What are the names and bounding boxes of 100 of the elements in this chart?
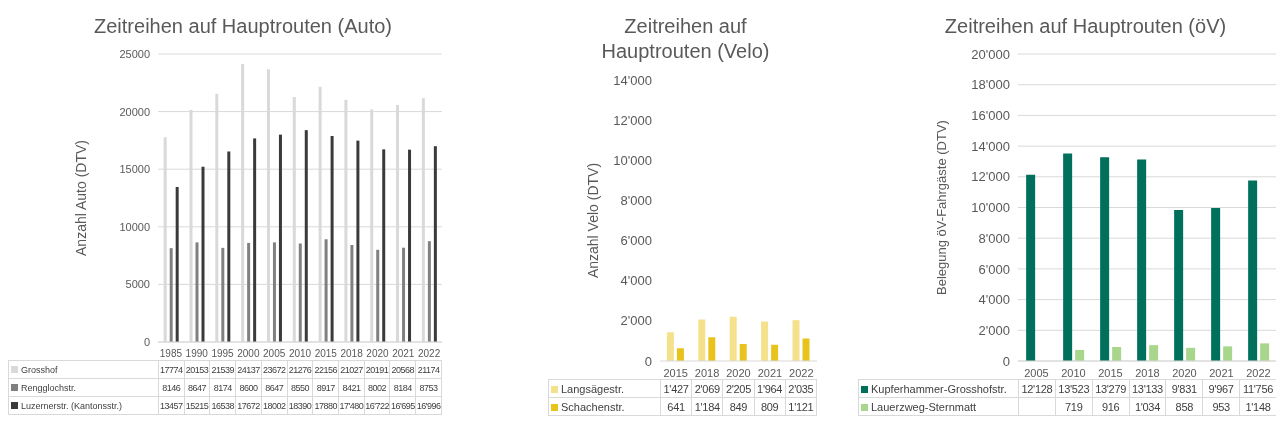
bar bbox=[408, 149, 412, 342]
bar bbox=[1112, 346, 1122, 361]
y-tick-label: 0 bbox=[1002, 353, 1010, 369]
x-tick-label: 2015 bbox=[314, 348, 338, 360]
data-label: 16'695 bbox=[389, 396, 416, 415]
data-label: 20191 bbox=[364, 360, 390, 379]
x-tick-label: 1990 bbox=[185, 348, 209, 360]
legend-label: Schachenstr. bbox=[548, 397, 661, 416]
bar bbox=[1211, 208, 1221, 361]
y-tick-label: 16'000 bbox=[971, 108, 1010, 124]
bar bbox=[253, 138, 257, 342]
x-tick-label: 2022 bbox=[1246, 366, 1271, 379]
data-label: 18002 bbox=[261, 396, 288, 415]
data-label: 11'756 bbox=[1239, 379, 1276, 398]
data-label: 8002 bbox=[364, 378, 390, 397]
data-label: 16'996 bbox=[415, 396, 442, 415]
data-label: 9'967 bbox=[1202, 379, 1240, 398]
bar bbox=[792, 320, 800, 361]
bar bbox=[1260, 343, 1270, 361]
x-tick-label: 1995 bbox=[211, 348, 235, 360]
y-tick-label: 8'000 bbox=[978, 230, 1010, 246]
x-tick-label: 2018 bbox=[694, 366, 720, 379]
data-label: 23672 bbox=[261, 360, 288, 379]
x-tick-label: 1985 bbox=[159, 348, 183, 360]
bar bbox=[324, 239, 328, 342]
legend-label: Lauerzweg-Sternmatt bbox=[858, 397, 1019, 416]
data-label: 13'133 bbox=[1129, 379, 1166, 398]
x-tick-label: 2005 bbox=[263, 348, 286, 360]
data-label: 858 bbox=[1165, 397, 1203, 416]
data-label: 8647 bbox=[184, 378, 210, 397]
x-tick-label: 2000 bbox=[237, 348, 260, 360]
bar bbox=[304, 130, 308, 342]
data-label: 16538 bbox=[209, 396, 236, 415]
data-label: 21539 bbox=[209, 360, 236, 379]
legend-label: Luzernerstr. (Kantonsstr.) bbox=[8, 396, 159, 415]
bar bbox=[350, 244, 354, 342]
data-label: 17672 bbox=[235, 396, 262, 415]
chart-title: Zeitreihen auf Hauptrouten (öV) bbox=[943, 13, 1227, 39]
y-axis-title: Belegung öV-Fahrgäste (DTV) bbox=[934, 120, 949, 295]
data-label: 24137 bbox=[235, 360, 262, 379]
data-label: 18390 bbox=[287, 396, 313, 415]
y-tick-label: 0 bbox=[644, 353, 652, 369]
data-label: 16'722 bbox=[364, 396, 390, 415]
data-label: 13'279 bbox=[1092, 379, 1130, 398]
bar bbox=[376, 249, 380, 342]
y-tick-label: 2'000 bbox=[978, 322, 1010, 338]
y-tick-label: 4'000 bbox=[620, 273, 652, 289]
bar bbox=[1137, 159, 1147, 361]
bar bbox=[1149, 345, 1159, 361]
data-label: 17'480 bbox=[338, 396, 365, 415]
y-tick-label: 18'000 bbox=[971, 77, 1010, 93]
data-label: 641 bbox=[660, 397, 692, 416]
y-tick-label: 0 bbox=[143, 335, 150, 348]
x-tick-label: 2022 bbox=[789, 366, 814, 379]
y-tick-label: 4'000 bbox=[978, 292, 1010, 308]
y-tick-label: 2'000 bbox=[620, 313, 652, 329]
legend-label: Grosshof bbox=[8, 360, 159, 379]
data-label: 8146 bbox=[158, 378, 185, 397]
bar bbox=[708, 337, 716, 361]
y-tick-label: 6'000 bbox=[978, 261, 1010, 277]
data-label: 15215 bbox=[184, 396, 210, 415]
bar bbox=[1100, 157, 1110, 361]
y-axis-title: Anzahl Auto (DTV) bbox=[73, 140, 89, 256]
bar bbox=[739, 343, 747, 361]
bar bbox=[761, 321, 769, 361]
data-label: 20153 bbox=[184, 360, 210, 379]
data-label: 8174 bbox=[209, 378, 236, 397]
y-tick-label: 20000 bbox=[119, 105, 150, 118]
bar bbox=[1063, 153, 1073, 361]
data-label: 1'034 bbox=[1129, 397, 1166, 416]
bar bbox=[227, 151, 231, 342]
y-tick-label: 14'000 bbox=[971, 138, 1010, 154]
x-tick-label: 2021 bbox=[1209, 366, 1234, 379]
chart-title: Zeitreihen auf Hauptrouten (Auto) bbox=[93, 13, 392, 39]
data-label: 2'205 bbox=[722, 379, 755, 398]
bar bbox=[247, 242, 251, 342]
bar bbox=[272, 242, 276, 342]
y-tick-label: 14'000 bbox=[613, 72, 652, 88]
bar bbox=[676, 348, 684, 361]
x-tick-label: 2015 bbox=[663, 366, 688, 379]
data-label: 17774 bbox=[158, 360, 185, 379]
y-tick-label: 10'000 bbox=[971, 200, 1010, 216]
data-label: 8184 bbox=[389, 378, 416, 397]
bar bbox=[330, 136, 334, 342]
x-tick-label: 2020 bbox=[726, 366, 751, 379]
x-tick-label: 2020 bbox=[1172, 366, 1197, 379]
x-tick-label: 2021 bbox=[757, 366, 783, 379]
data-label: 8421 bbox=[338, 378, 365, 397]
data-label: 1'184 bbox=[691, 397, 723, 416]
y-tick-label: 25000 bbox=[119, 47, 150, 60]
x-tick-label: 2015 bbox=[1098, 366, 1123, 379]
legend-label: Rengglochstr. bbox=[8, 378, 159, 397]
data-label: 12'128 bbox=[1018, 379, 1056, 398]
data-label: 13'523 bbox=[1055, 379, 1093, 398]
legend-label: Langsägestr. bbox=[548, 379, 661, 398]
bar bbox=[802, 338, 810, 361]
bar bbox=[1174, 210, 1184, 361]
x-tick-label: 2020 bbox=[366, 348, 390, 360]
bar bbox=[356, 140, 360, 342]
data-label: 953 bbox=[1202, 397, 1240, 416]
